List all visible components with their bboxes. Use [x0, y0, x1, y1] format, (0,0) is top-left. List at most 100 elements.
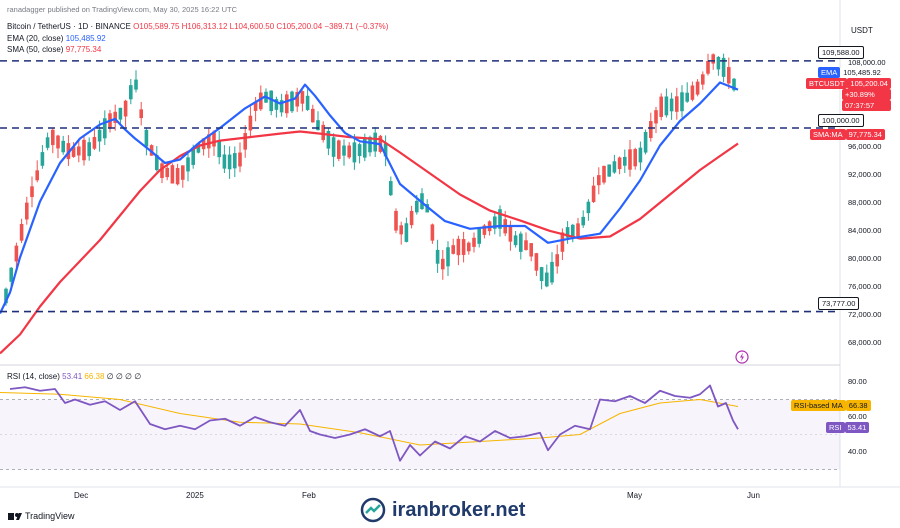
ohlc-values: O105,589.75 H106,313.12 L104,600.50 C105…: [133, 22, 389, 31]
candle-body: [482, 225, 487, 235]
tag-symbol-value: 105,200.04: [847, 78, 891, 89]
rsi-tick: 80.00: [848, 377, 867, 386]
time-label: Dec: [74, 491, 89, 500]
candle-body: [300, 91, 305, 104]
price-tick: 84,000.00: [848, 226, 882, 235]
tag-ema: EMA 105,485.92: [818, 67, 884, 78]
candle-body: [399, 225, 403, 235]
candle-body: [664, 96, 669, 116]
candle-body: [383, 143, 388, 157]
candle-body: [550, 261, 554, 283]
time-label: Jun: [747, 491, 760, 500]
candle-body: [40, 152, 45, 166]
legend-ema[interactable]: EMA (20, close) 105,485.92: [7, 34, 106, 43]
broker-logo-icon: [360, 497, 386, 523]
candle-body: [82, 139, 86, 161]
candle-body: [186, 157, 190, 172]
watermark: iranbroker.net: [360, 497, 525, 523]
price-tick: 68,000.00: [848, 338, 882, 347]
tradingview-logo[interactable]: TradingView: [8, 511, 75, 521]
sma-label: SMA (50, close): [7, 45, 64, 54]
tag-rsi-ma: RSI-based MA 66.38: [791, 400, 871, 411]
candle-body: [415, 200, 419, 213]
candle-body: [160, 163, 164, 179]
rsi-panel: [0, 384, 840, 470]
candle-body: [269, 90, 273, 112]
price-tick: 72,000.00: [848, 310, 882, 319]
candle-body: [191, 147, 195, 165]
candle-body: [279, 100, 284, 113]
candle-body: [181, 165, 185, 180]
candle-body: [404, 223, 409, 242]
candle-body: [352, 142, 357, 163]
candle-body: [51, 129, 55, 146]
tag-last-price: BTCUSDT 105,200.04 +30.89% 07:37:57: [806, 78, 891, 111]
candle-body: [425, 204, 429, 213]
candle-body: [612, 161, 617, 173]
legend-rsi[interactable]: RSI (14, close) 53.41 66.38 ∅ ∅ ∅ ∅: [7, 372, 141, 381]
candle-body: [617, 157, 622, 170]
candle-body: [56, 135, 60, 149]
lightning-icon[interactable]: [735, 350, 749, 369]
candle-body: [373, 132, 377, 152]
tag-symbol: BTCUSDT: [806, 78, 848, 89]
candle-body: [519, 233, 523, 252]
candle-body: [238, 152, 242, 167]
candle-body: [446, 247, 450, 267]
price-tick: 108,000.00: [848, 58, 886, 67]
candle-body: [92, 136, 97, 149]
candle-body: [347, 145, 351, 158]
candle-body: [461, 239, 466, 255]
candle-body: [326, 130, 331, 149]
rsi-ma-value: 66.38: [84, 372, 105, 381]
candle-body: [222, 154, 227, 169]
candle-body: [175, 168, 180, 185]
rsi-tick: 40.00: [848, 447, 867, 456]
sma-50-line: [0, 130, 739, 355]
candle-body: [97, 129, 102, 142]
candle-body: [368, 136, 372, 153]
candle-body: [623, 156, 627, 166]
tag-percent: +30.89%: [842, 89, 891, 100]
candle-body: [430, 224, 435, 241]
candle-body: [586, 201, 591, 214]
candle-body: [649, 121, 653, 138]
tag-rsi: RSI 53.41: [826, 422, 870, 433]
candle-body: [337, 140, 341, 159]
candle-body: [227, 154, 232, 170]
tag-rsi-ma-name: RSI-based MA: [791, 400, 846, 411]
candle-body: [9, 267, 13, 282]
candle-body: [597, 175, 601, 186]
candle-body: [259, 92, 263, 110]
ema-value: 105,485.92: [65, 34, 106, 43]
candles: [4, 53, 736, 306]
candle-body: [118, 107, 123, 120]
candle-body: [472, 237, 476, 247]
candle-body: [638, 147, 643, 163]
candle-body: [71, 146, 76, 157]
candle-body: [498, 209, 502, 229]
candle-body: [25, 202, 29, 220]
legend-sma[interactable]: SMA (50, close) 97,775.34: [7, 45, 101, 54]
candle-body: [565, 227, 570, 238]
rsi-extra: ∅ ∅ ∅ ∅: [106, 372, 142, 381]
sma-value: 97,775.34: [65, 45, 102, 54]
candle-body: [571, 224, 575, 238]
candle-body: [727, 67, 731, 84]
candle-body: [35, 170, 39, 181]
candle-body: [196, 143, 201, 153]
tag-sma-name: SMA:MA: [810, 129, 846, 140]
candle-body: [560, 232, 565, 252]
candle-body: [363, 137, 367, 158]
candle-body: [290, 91, 294, 112]
candle-body: [409, 210, 414, 226]
candle-body: [607, 164, 611, 177]
candle-body: [508, 225, 513, 242]
candle-body: [643, 131, 648, 153]
price-tick: 76,000.00: [848, 282, 882, 291]
candle-body: [659, 96, 663, 117]
candle-body: [19, 223, 24, 241]
candle-body: [129, 85, 133, 100]
